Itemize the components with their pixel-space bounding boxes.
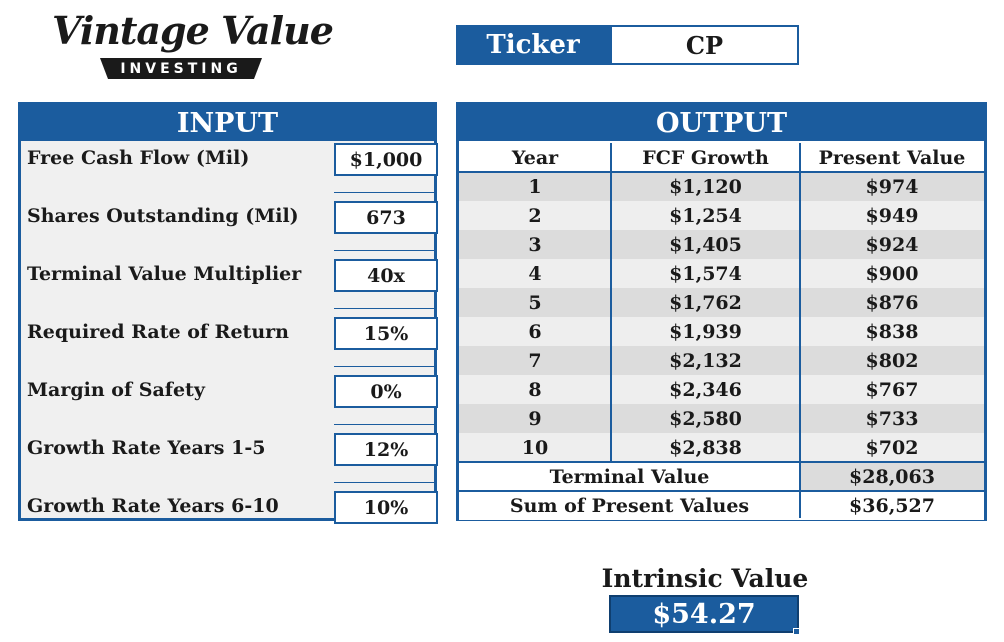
pv-cell: $838 <box>865 320 919 343</box>
input-header: INPUT <box>21 105 434 141</box>
divider <box>334 482 434 483</box>
table-row: 4 $1,574 $900 <box>459 259 984 288</box>
ticker-input[interactable]: CP <box>610 25 799 65</box>
growth-rate-1-5-field[interactable]: 12% <box>334 433 438 466</box>
input-label: Required Rate of Return <box>27 320 289 343</box>
pv-cell: $924 <box>865 233 919 256</box>
divider <box>334 424 434 425</box>
pv-cell: $733 <box>865 407 919 430</box>
table-row: 6 $1,939 $838 <box>459 317 984 346</box>
table-row: 5 $1,762 $876 <box>459 288 984 317</box>
logo-script-text: Vintage Value <box>52 8 334 53</box>
input-row-shares-outstanding: Shares Outstanding (Mil) 673 <box>21 201 438 234</box>
fill-handle[interactable] <box>793 628 800 635</box>
shares-outstanding-field[interactable]: 673 <box>334 201 438 234</box>
pv-cell: $702 <box>865 436 919 459</box>
input-row-terminal-multiplier: Terminal Value Multiplier 40x <box>21 259 438 292</box>
intrinsic-value-label: Intrinsic Value <box>601 563 809 593</box>
year-cell: 9 <box>528 407 542 430</box>
grid-line <box>610 143 612 461</box>
input-label: Shares Outstanding (Mil) <box>27 204 299 227</box>
column-header-year: Year <box>459 143 611 172</box>
table-row: 7 $2,132 $802 <box>459 346 984 375</box>
output-panel: OUTPUT Year FCF Growth Present Value 1 $… <box>456 102 987 521</box>
terminal-value-row: Terminal Value $28,063 <box>459 462 984 491</box>
table-row: 2 $1,254 $949 <box>459 201 984 230</box>
terminal-value-label: Terminal Value <box>549 465 710 488</box>
input-panel: INPUT Free Cash Flow (Mil) $1,000 Shares… <box>18 102 438 524</box>
divider <box>334 366 434 367</box>
ticker-label: Ticker <box>456 25 610 65</box>
terminal-value: $28,063 <box>800 462 984 491</box>
year-cell: 7 <box>528 349 542 372</box>
pv-cell: $767 <box>865 378 919 401</box>
fcf-cell: $1,254 <box>669 204 742 227</box>
table-row: 3 $1,405 $924 <box>459 230 984 259</box>
required-return-field[interactable]: 15% <box>334 317 438 350</box>
year-cell: 2 <box>528 204 542 227</box>
sum-present-values: $36,527 <box>849 494 935 517</box>
pv-cell: $974 <box>865 175 919 198</box>
fcf-cell: $2,132 <box>669 349 742 372</box>
fcf-cell: $1,405 <box>669 233 742 256</box>
growth-rate-6-10-field[interactable]: 10% <box>334 491 438 524</box>
fcf-cell: $2,346 <box>669 378 742 401</box>
year-cell: 5 <box>528 291 542 314</box>
year-cell: 10 <box>521 436 549 459</box>
table-row: 8 $2,346 $767 <box>459 375 984 404</box>
margin-of-safety-field[interactable]: 0% <box>334 375 438 408</box>
sum-present-values-row: Sum of Present Values $36,527 <box>459 491 984 520</box>
output-header: OUTPUT <box>459 105 984 141</box>
fcf-cell: $2,580 <box>669 407 742 430</box>
input-row-required-return: Required Rate of Return 15% <box>21 317 438 350</box>
divider <box>334 192 434 193</box>
year-cell: 1 <box>528 175 542 198</box>
fcf-cell: $1,120 <box>669 175 742 198</box>
pv-cell: $876 <box>865 291 919 314</box>
input-label: Growth Rate Years 6-10 <box>27 494 279 517</box>
fcf-cell: $1,939 <box>669 320 742 343</box>
logo-banner: INVESTING <box>100 58 262 79</box>
input-label: Margin of Safety <box>27 378 205 401</box>
divider <box>334 308 434 309</box>
divider <box>334 250 434 251</box>
grid-line <box>799 143 801 518</box>
fcf-cell: $1,574 <box>669 262 742 285</box>
pv-cell: $900 <box>865 262 919 285</box>
input-row-margin-of-safety: Margin of Safety 0% <box>21 375 438 408</box>
pv-cell: $949 <box>865 204 919 227</box>
column-header-fcf-growth: FCF Growth <box>611 143 800 172</box>
year-cell: 6 <box>528 320 542 343</box>
grid-line <box>459 490 984 492</box>
column-header-present-value: Present Value <box>800 143 984 172</box>
sum-present-values-label: Sum of Present Values <box>509 494 750 517</box>
year-cell: 4 <box>528 262 542 285</box>
pv-cell: $802 <box>865 349 919 372</box>
table-row: 10 $2,838 $702 <box>459 433 984 462</box>
input-label: Growth Rate Years 1-5 <box>27 436 266 459</box>
input-row-growth-1-5: Growth Rate Years 1-5 12% <box>21 433 438 466</box>
grid-line <box>459 171 984 173</box>
intrinsic-value-cell[interactable]: $54.27 <box>609 595 799 633</box>
input-row-growth-6-10: Growth Rate Years 6-10 10% <box>21 491 438 524</box>
logo-sub-text: INVESTING <box>120 60 242 77</box>
input-label: Terminal Value Multiplier <box>27 262 302 285</box>
input-row-free-cash-flow: Free Cash Flow (Mil) $1,000 <box>21 143 438 176</box>
table-row: 9 $2,580 $733 <box>459 404 984 433</box>
fcf-cell: $1,762 <box>669 291 742 314</box>
grid-line <box>459 461 984 463</box>
input-label: Free Cash Flow (Mil) <box>27 146 250 169</box>
table-row: 1 $1,120 $974 <box>459 172 984 201</box>
year-cell: 8 <box>528 378 542 401</box>
terminal-multiplier-field[interactable]: 40x <box>334 259 438 292</box>
year-cell: 3 <box>528 233 542 256</box>
free-cash-flow-field[interactable]: $1,000 <box>334 143 438 176</box>
fcf-cell: $2,838 <box>669 436 742 459</box>
